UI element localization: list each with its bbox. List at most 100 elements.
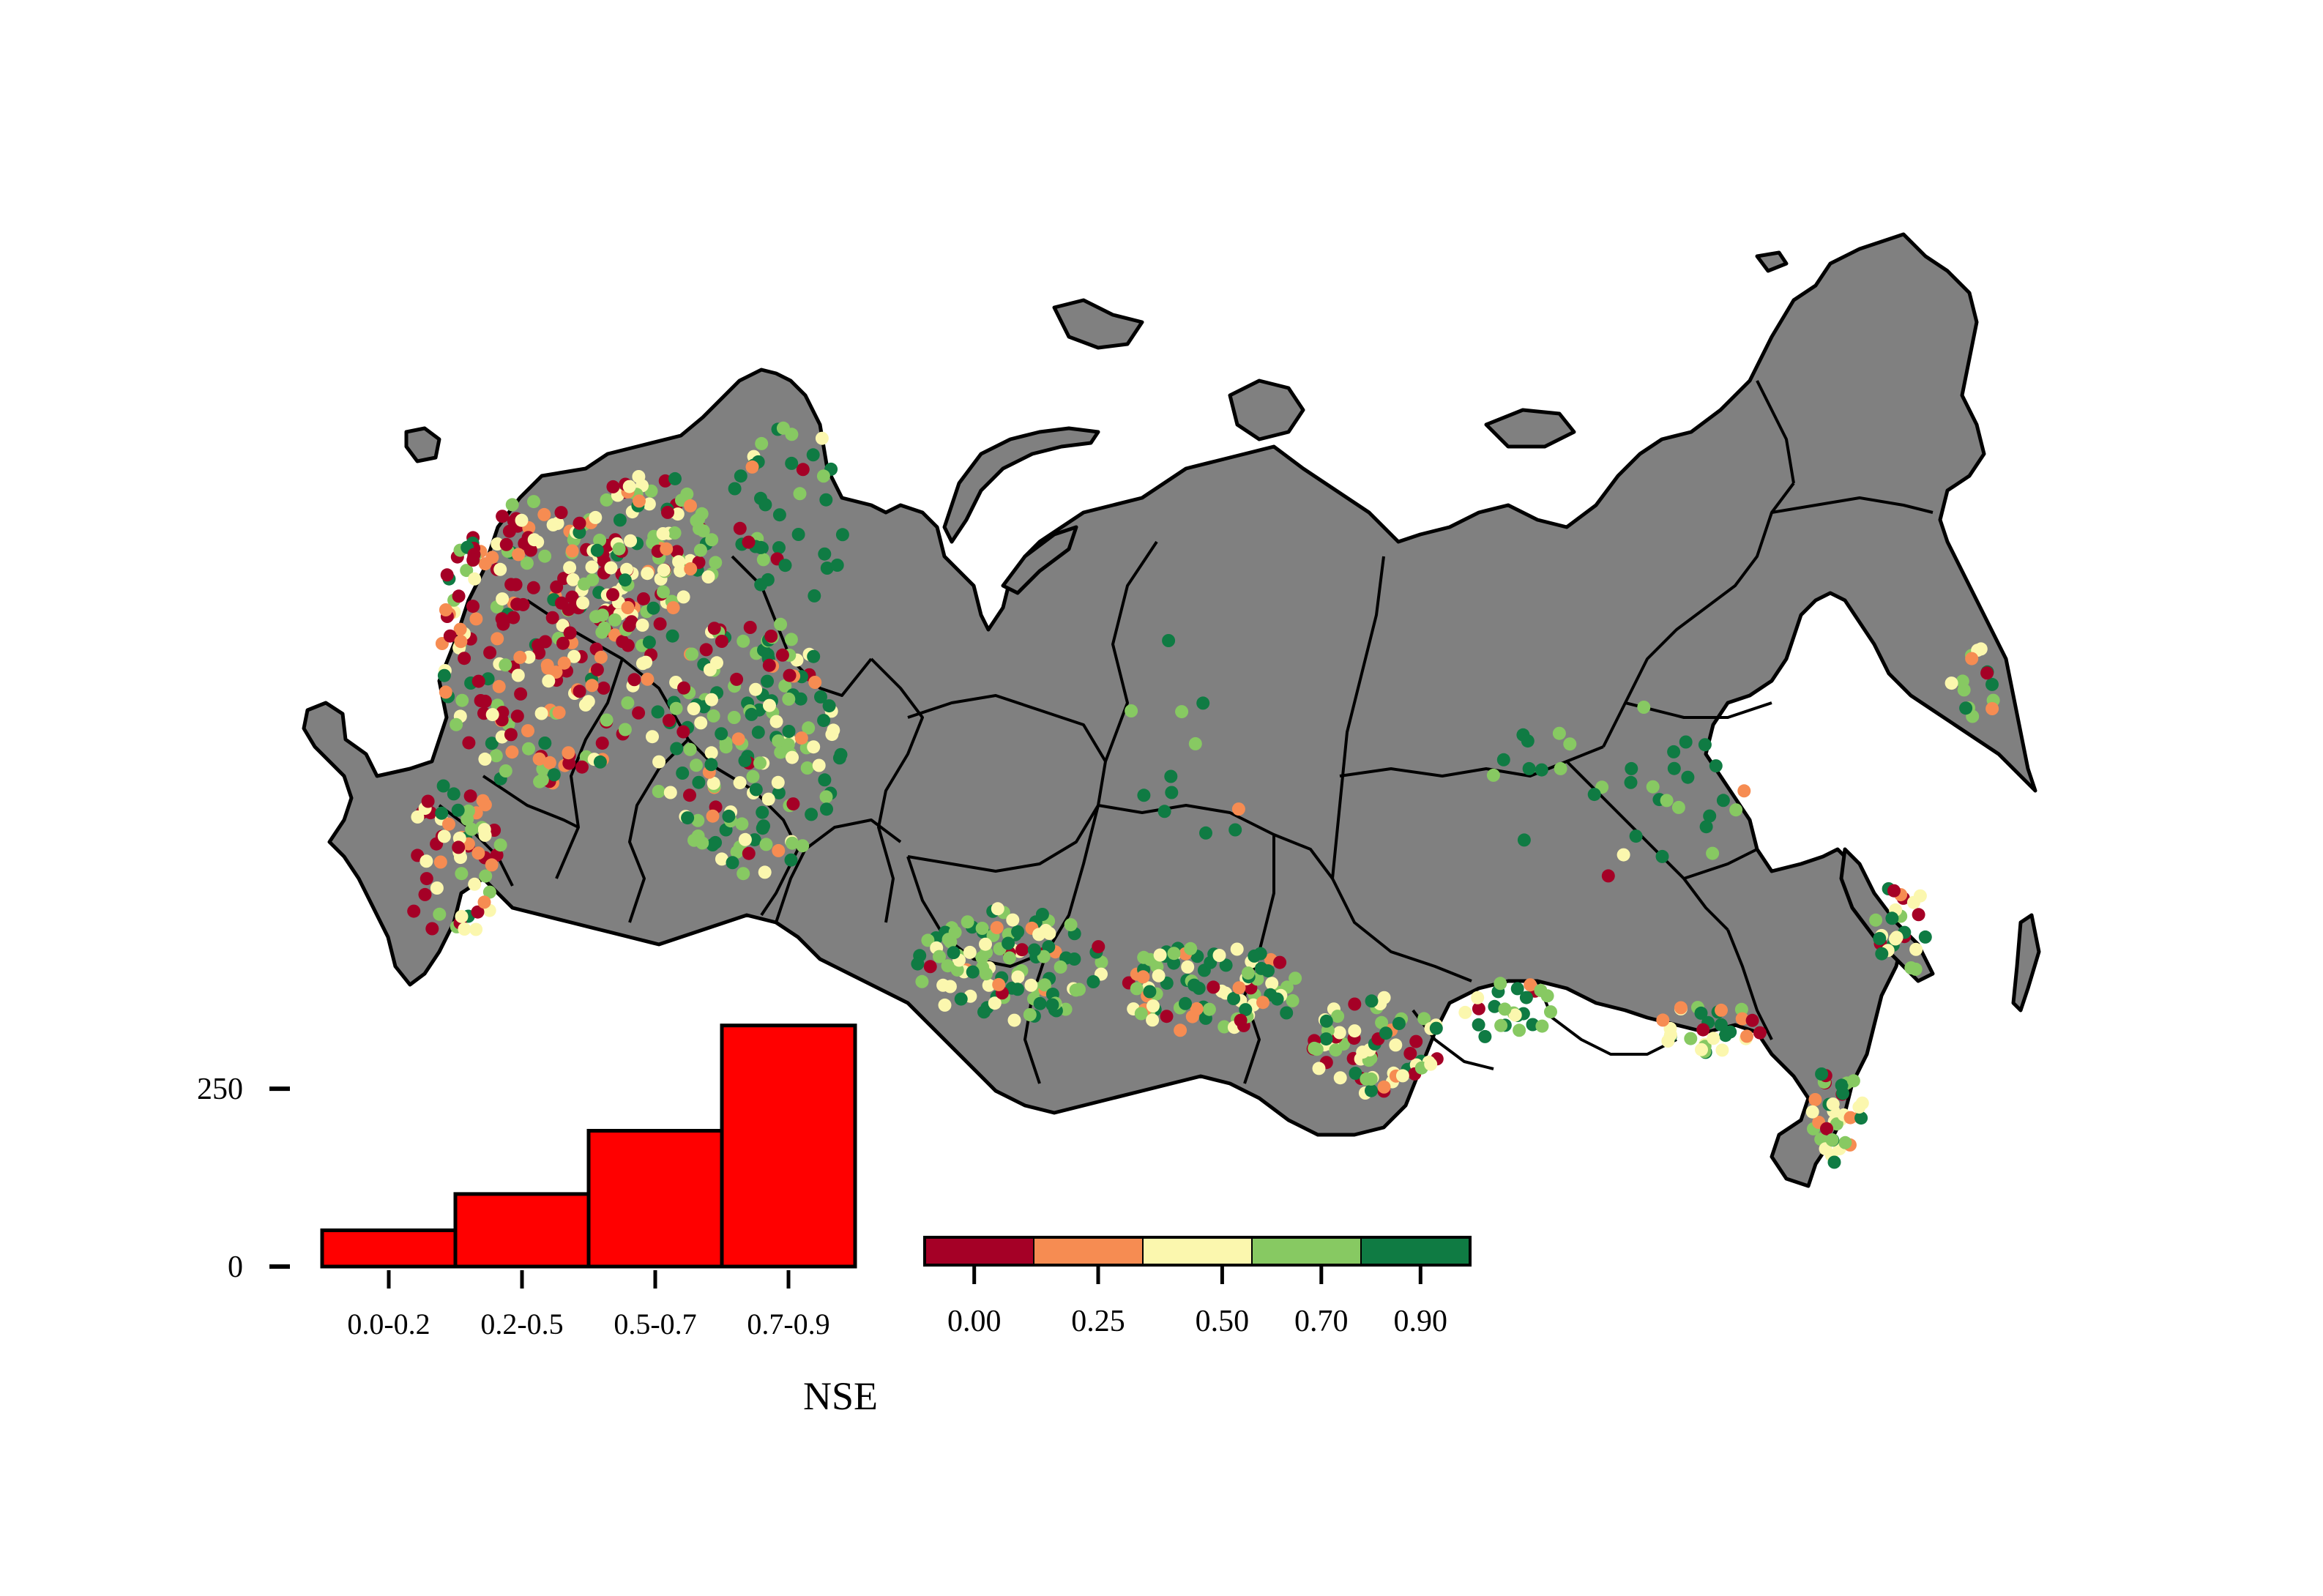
station-point [1494,977,1507,991]
station-point [450,717,463,731]
station-point [430,881,444,895]
station-point [505,498,519,512]
region-border [775,818,902,923]
station-point [455,867,469,881]
station-point [1319,1014,1333,1028]
station-point [796,463,810,477]
station-point [595,737,609,750]
station-point [1838,1136,1852,1149]
station-point [477,823,491,837]
station-point [641,567,655,581]
station-point [796,839,810,853]
station-point [436,779,450,793]
station-point [1280,1006,1294,1020]
station-point [834,747,848,761]
y-tick-label: 250 [197,1073,243,1106]
station-point [1202,1002,1216,1016]
station-point [812,758,826,772]
station-point [411,810,425,824]
station-point [1827,1155,1841,1169]
station-point [704,746,718,760]
station-point [1869,913,1883,927]
station-point [468,572,482,586]
station-point [1740,1029,1753,1043]
station-point [520,556,534,570]
station-point [1709,759,1723,773]
station-point [511,668,525,682]
station-point [1496,753,1510,767]
station-point [527,495,540,509]
station-point [1033,996,1047,1010]
station-point [822,699,836,713]
station-point [653,617,667,631]
station-point [772,843,786,857]
station-point [1980,666,1994,680]
colorbar-frame [923,1236,1472,1267]
station-point [743,621,757,634]
station-point [1472,1002,1485,1015]
station-point [1885,911,1899,925]
station-point [819,790,833,804]
station-point [593,533,607,547]
station-point [1909,942,1923,956]
station-point [772,541,786,555]
station-point [666,601,680,615]
station-point [469,922,483,936]
station-point [738,754,752,768]
station-point [493,562,507,576]
station-point [687,702,701,716]
station-point [772,734,786,748]
station-point [778,559,792,573]
station-point [440,568,454,582]
station-point [1312,1062,1326,1075]
station-point [575,760,589,774]
station-point [961,915,974,929]
station-point [709,835,723,849]
station-point [742,535,756,549]
station-point [815,431,829,445]
station-point [819,493,833,507]
station-point [1270,992,1284,1006]
kaliningrad [404,426,441,463]
station-point [719,740,733,754]
station-point [597,681,611,695]
station-point [1729,803,1743,817]
region-border [621,657,690,923]
station-point [437,668,451,682]
station-point [1167,947,1181,961]
station-point [407,904,421,918]
station-point [1517,833,1531,847]
station-point [657,563,671,577]
station-point [754,540,768,554]
station-point [1024,978,1038,992]
station-point [1185,1010,1199,1023]
station-point [737,867,750,881]
station-point [1825,1133,1839,1146]
station-point [992,977,1006,991]
station-point [786,750,799,764]
station-point [474,694,488,707]
station-point [1204,955,1218,969]
region-border [1756,380,1795,484]
station-point [1289,972,1302,985]
station-point [662,714,676,728]
station-point [563,561,577,575]
station-point [1912,908,1925,922]
station-point [621,696,635,710]
station-point [499,537,513,551]
station-point [594,650,608,664]
station-point [1957,683,1971,697]
station-point [1023,1008,1037,1021]
histogram-bars [320,1023,857,1269]
station-point [1379,1026,1392,1040]
station-point [613,513,627,527]
station-point [1805,1105,1819,1119]
station-point [554,506,568,520]
station-point [1241,966,1255,980]
station-point [1617,848,1630,862]
nse-histogram: 0 250 0.0-0.2 0.2-0.5 0.5-0.7 0.7-0.9 NSE [197,1023,878,1418]
station-point [763,698,776,712]
region-border [438,804,514,887]
station-point [693,543,707,557]
